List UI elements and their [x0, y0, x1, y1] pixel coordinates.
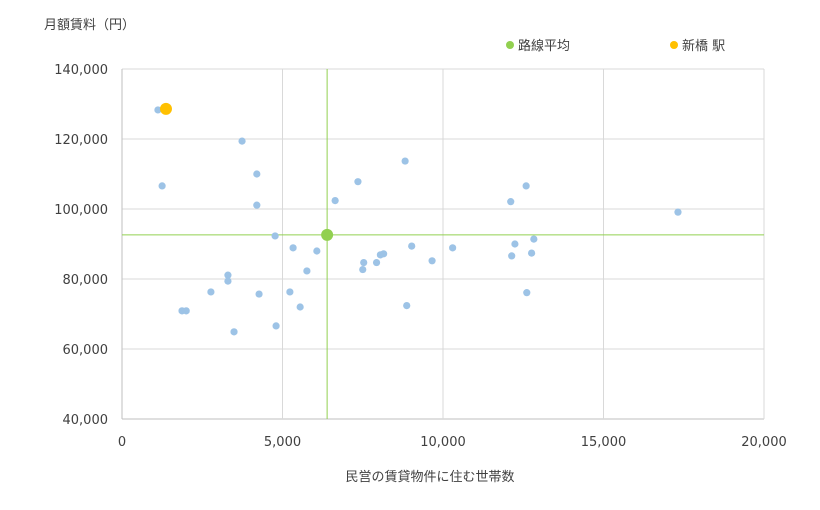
x-tick-label: 10,000 [420, 435, 466, 450]
average-point [321, 228, 334, 241]
x-tick-label: 5,000 [264, 435, 301, 450]
station-point [428, 257, 436, 265]
station-point [253, 170, 261, 178]
station-point [289, 244, 297, 252]
legend-marker-station [670, 40, 678, 49]
legend-label-station: 新橋 駅 [682, 39, 726, 54]
x-tick-label: 0 [118, 435, 126, 450]
station-point [253, 201, 261, 209]
station-point [271, 232, 279, 240]
station-point [511, 240, 519, 248]
station-point [331, 197, 339, 205]
station-point [224, 271, 232, 279]
station-point [158, 182, 166, 190]
legend-item-station: 新橋 駅 [670, 35, 725, 54]
station-point [522, 182, 530, 190]
station-point [372, 258, 381, 267]
station-point [359, 265, 367, 274]
y-tick-label: 60,000 [63, 343, 109, 358]
legend-item-average: 路線平均 [506, 35, 570, 54]
station-point [523, 289, 531, 297]
highlight-station-point [159, 102, 172, 115]
station-point [224, 277, 232, 285]
station-point [272, 322, 280, 330]
y-tick-label: 120,000 [54, 133, 108, 148]
x-axis-label: 民営の賃貸物件に住む世帯数 [345, 470, 515, 485]
station-point [527, 249, 536, 257]
station-point [238, 137, 246, 145]
y-tick-label: 40,000 [63, 413, 109, 428]
station-point [380, 250, 388, 258]
y-tick-label: 140,000 [54, 63, 108, 78]
legend-label-average: 路線平均 [518, 39, 571, 54]
station-point [508, 252, 516, 260]
station-point [449, 244, 457, 252]
y-tick-label: 100,000 [54, 203, 108, 218]
station-point [408, 242, 416, 250]
y-axis-label: 月額賃料（円） [44, 18, 136, 33]
station-point [255, 290, 263, 298]
station-point [313, 247, 321, 255]
station-point [674, 208, 682, 216]
station-point [182, 307, 190, 315]
station-point [296, 303, 304, 311]
station-point [360, 258, 368, 267]
station-point [354, 178, 362, 186]
station-point [286, 288, 294, 296]
station-point [207, 288, 215, 296]
station-point [530, 235, 538, 243]
legend-marker-average [506, 40, 514, 49]
station-point [403, 302, 411, 310]
x-tick-label: 15,000 [581, 435, 627, 450]
station-point [230, 328, 238, 336]
station-point [401, 157, 409, 165]
x-tick-label: 20,000 [741, 435, 787, 450]
station-point [303, 267, 311, 275]
station-point [154, 106, 162, 114]
station-point [507, 198, 515, 206]
y-tick-label: 80,000 [63, 273, 109, 288]
